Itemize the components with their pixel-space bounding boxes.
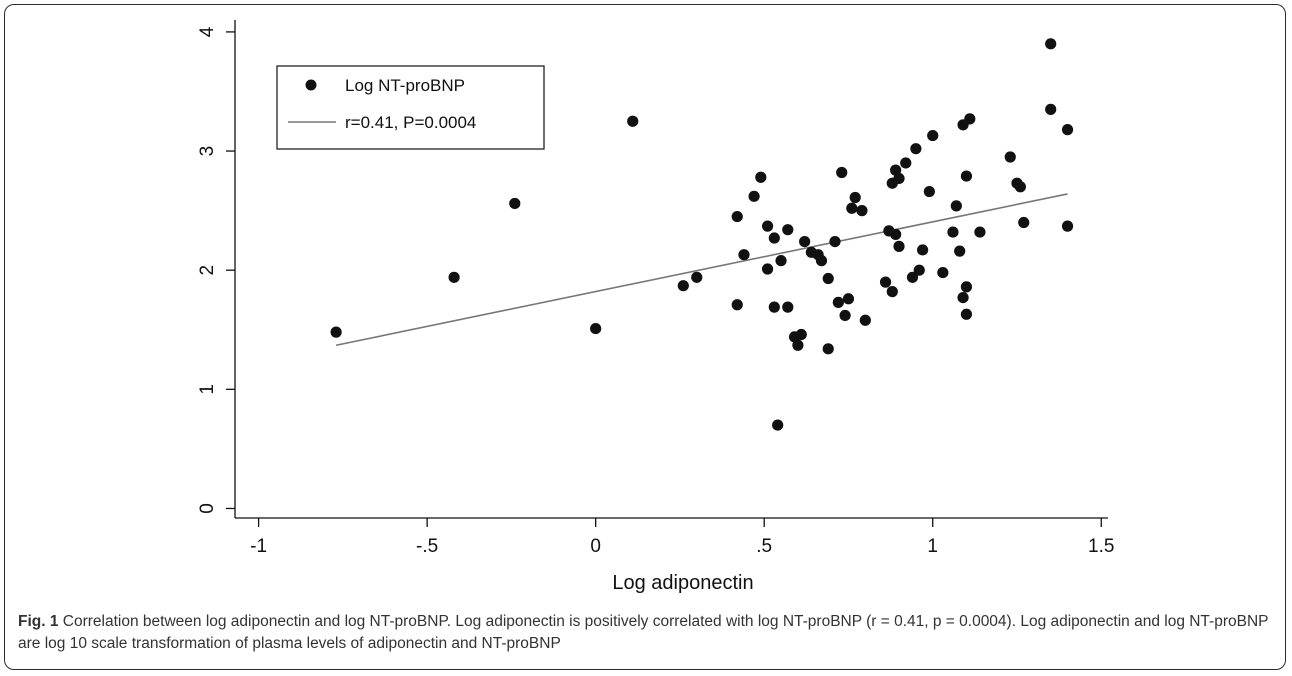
data-point [590,322,602,335]
figure-caption: Fig. 1 Correlation between log adiponect… [18,611,1278,655]
data-point [913,264,925,276]
data-point [775,255,787,267]
data-point [627,115,639,127]
data-point [1014,181,1026,193]
data-point [927,129,939,142]
data-point [879,276,892,288]
data-point [974,226,986,238]
data-point [846,202,858,214]
legend-label-points: Log NT-proBNP [345,76,465,95]
data-point [849,191,861,204]
data-point [832,296,844,308]
data-point [761,220,774,232]
data-point [859,314,871,326]
legend-label-fit: r=0.41, P=0.0004 [345,113,476,132]
data-point [957,291,969,304]
x-tick-label: 0 [590,536,601,557]
data-point [677,280,689,292]
x-tick-label: 1.5 [1088,536,1114,557]
data-point [761,263,774,275]
data-point [772,419,784,431]
data-point [792,339,804,351]
data-point [886,286,898,298]
data-point [947,226,959,238]
y-tick-label: 2 [197,265,218,276]
data-point [822,272,834,285]
data-point [738,249,750,261]
data-points [330,38,1074,431]
x-axis-label: Log adiponectin [612,572,753,594]
data-point [782,224,794,236]
fit-line [335,193,1068,347]
data-point [890,228,902,241]
y-tick-label: 1 [197,384,218,395]
data-point [691,271,703,283]
data-point [448,271,460,283]
data-point [950,200,962,212]
data-point [1004,151,1016,163]
y-tick-label: 0 [197,503,218,514]
y-tick-label: 3 [197,146,218,157]
data-point [960,308,973,320]
data-point [1061,220,1074,232]
data-point [964,113,976,125]
data-point [731,299,743,311]
caption-lead: Fig. 1 [18,613,59,630]
data-point [917,244,929,256]
data-point [960,281,973,293]
data-point [829,235,841,248]
data-point [768,301,780,313]
legend-box [276,65,545,150]
data-point [900,157,912,169]
data-point [906,271,919,283]
x-tick-label: -.5 [416,536,438,557]
data-point [910,143,922,155]
data-point [954,245,966,257]
data-point [923,185,935,198]
data-point [1045,38,1057,50]
x-tick-label: 1 [927,536,938,557]
data-point [839,309,851,322]
data-point [1045,103,1057,115]
data-point [782,301,794,313]
data-point [842,293,855,305]
data-point [799,235,811,248]
data-point [836,166,848,179]
scatter-plot: -1 -.5 0 .5 1 1.5 0 1 2 3 4 Log NT-proBNP r=0.41, … [197,20,1114,594]
data-point [509,197,521,210]
data-point [960,170,973,182]
data-point [856,205,868,217]
caption-text: Correlation between log adiponectin and … [18,613,1269,652]
data-point [330,326,342,338]
x-tick-label: .5 [756,536,772,557]
data-point [815,255,828,267]
data-point [893,240,905,252]
data-point [822,343,834,355]
figure-frame [4,4,1286,670]
data-point [1061,124,1074,136]
fit-line-group [335,193,1068,347]
data-point [755,171,767,183]
data-point [731,210,743,223]
legend: Log NT-proBNP r=0.41, P=0.0004 [276,65,545,150]
legend-marker [305,79,317,91]
data-point [748,190,760,202]
y-tick-label: 4 [197,26,218,37]
data-point [1018,216,1030,229]
data-point [795,328,807,341]
axes: -1 -.5 0 .5 1 1.5 0 1 2 3 4 [197,20,1114,557]
data-point [768,232,780,244]
data-point [937,266,949,279]
x-tick-label: -1 [250,536,267,557]
data-point [893,172,905,185]
